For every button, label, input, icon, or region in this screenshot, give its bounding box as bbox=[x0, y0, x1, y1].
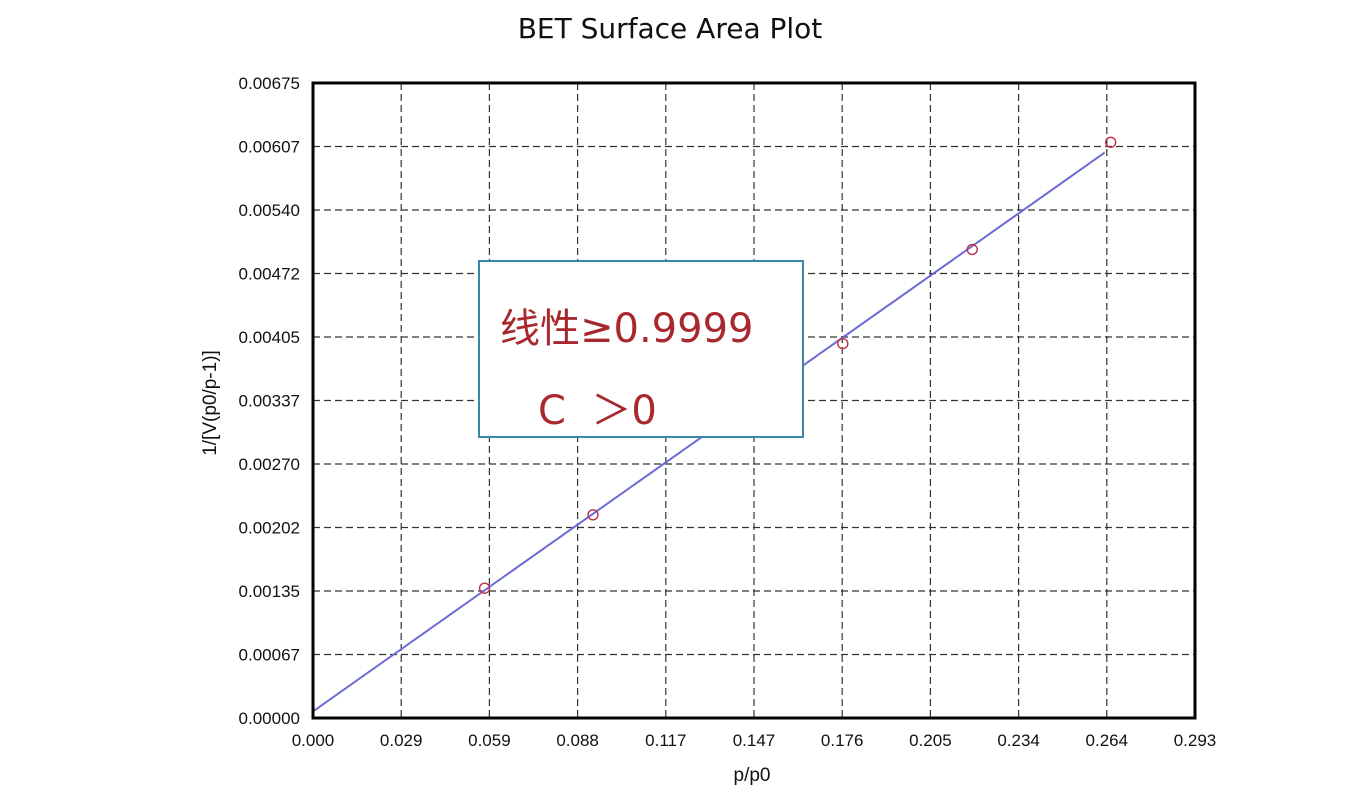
y-tick-label: 0.00675 bbox=[239, 74, 300, 93]
x-tick-label: 0.029 bbox=[380, 731, 423, 750]
data-point bbox=[1105, 136, 1117, 148]
x-tick-label: 0.117 bbox=[645, 731, 686, 750]
data-point bbox=[478, 582, 491, 594]
y-tick-label: 0.00202 bbox=[239, 519, 300, 538]
x-tick-label: 0.176 bbox=[821, 731, 864, 750]
x-tick-label: 0.059 bbox=[468, 731, 511, 750]
y-tick-label: 0.00270 bbox=[239, 455, 300, 474]
y-tick-label: 0.00000 bbox=[239, 709, 300, 728]
x-axis-label: p/p0 bbox=[734, 765, 771, 786]
y-tick-label: 0.00067 bbox=[239, 646, 300, 665]
y-axis-label: 1/[V(p0/p-1)] bbox=[200, 350, 221, 456]
x-tick-label: 0.147 bbox=[733, 731, 776, 750]
y-tick-label: 0.00607 bbox=[239, 138, 300, 157]
x-tick-label: 0.000 bbox=[292, 731, 335, 750]
y-tick-label: 0.00135 bbox=[239, 582, 300, 601]
c-constant-annotation: C ＞0 bbox=[538, 388, 657, 434]
chart-title: BET Surface Area Plot bbox=[518, 12, 823, 45]
y-tick-label: 0.00405 bbox=[239, 328, 300, 347]
y-tick-label: 0.00540 bbox=[239, 201, 300, 220]
y-tick-labels: 0.00000 0.00067 0.00135 0.00202 0.00270 0.003… bbox=[239, 74, 300, 728]
x-tick-label: 0.234 bbox=[997, 731, 1040, 750]
annotation-box: 线性≥0.9999 C ＞0 bbox=[478, 260, 804, 438]
plot-frame bbox=[311, 81, 1197, 720]
x-tick-label: 0.205 bbox=[909, 731, 952, 750]
y-tick-label: 0.00472 bbox=[239, 265, 300, 284]
x-tick-label: 0.264 bbox=[1086, 731, 1129, 750]
x-tick-labels: 0.000 0.029 0.059 0.088 0.117 0.147 0.176 0.205… bbox=[292, 731, 1217, 750]
data-point bbox=[966, 243, 978, 256]
data-point bbox=[837, 337, 849, 350]
y-tick-label: 0.00337 bbox=[239, 392, 300, 411]
x-tick-label: 0.293 bbox=[1174, 731, 1217, 750]
data-point bbox=[587, 509, 599, 521]
data-points bbox=[478, 136, 1117, 594]
linearity-annotation: 线性≥0.9999 bbox=[500, 306, 754, 352]
x-tick-label: 0.088 bbox=[556, 731, 599, 750]
